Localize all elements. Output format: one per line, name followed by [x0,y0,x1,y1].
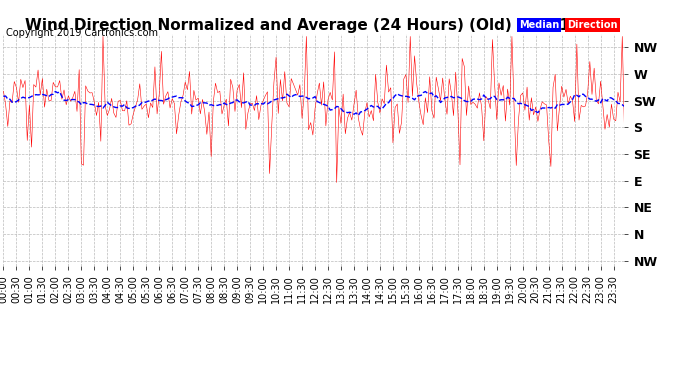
Title: Wind Direction Normalized and Average (24 Hours) (Old) 20191222: Wind Direction Normalized and Average (2… [26,18,602,33]
Text: Median: Median [519,20,559,30]
Text: Direction: Direction [567,20,618,30]
Text: Copyright 2019 Cartronics.com: Copyright 2019 Cartronics.com [6,28,157,38]
